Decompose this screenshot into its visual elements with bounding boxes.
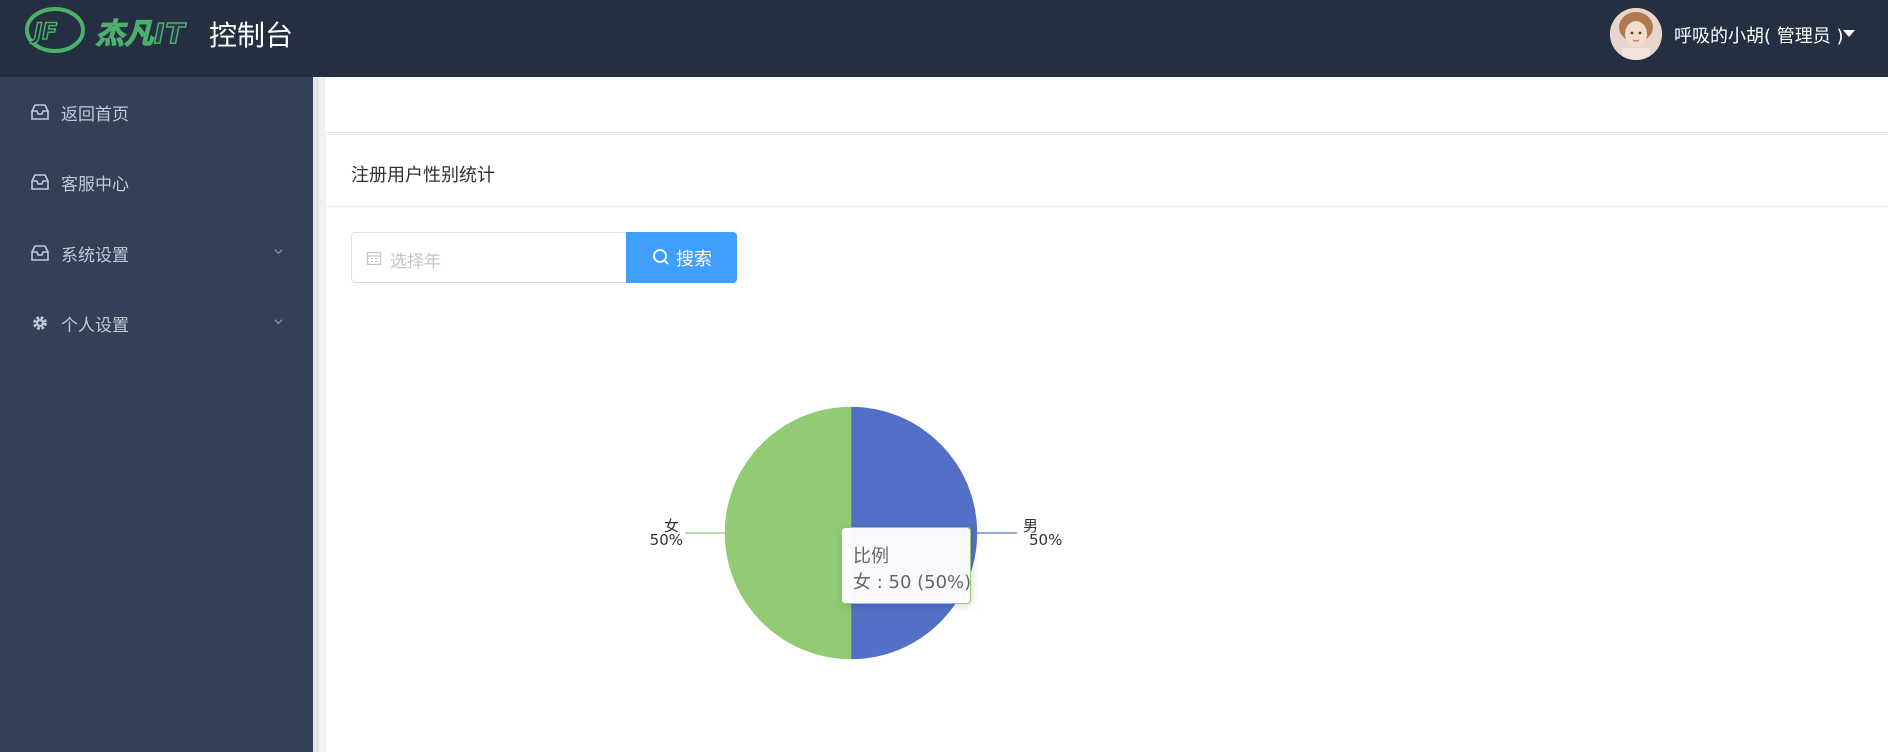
calendar-icon — [366, 251, 382, 266]
chart-tooltip: 比例 女 : 50 (50%) — [841, 527, 971, 604]
inbox-icon — [31, 174, 49, 190]
sidebar: 返回首页 客服中心 系统设置 个人设置 — [0, 77, 313, 752]
inbox-icon — [31, 245, 49, 261]
stats-card: 注册用户性别统计 — [325, 134, 1888, 752]
inbox-icon — [31, 104, 49, 120]
app-title: 控制台 — [209, 19, 294, 52]
year-picker-placeholder: 选择年 — [390, 252, 441, 272]
year-picker-input[interactable]: 选择年 — [351, 232, 627, 283]
caret-down-icon[interactable] — [1843, 30, 1855, 37]
sidebar-item-label: 个人设置 — [61, 316, 129, 336]
search-icon — [653, 249, 669, 265]
sidebar-item-system-settings[interactable]: 系统设置 — [0, 218, 313, 288]
brand-logo-icon: JF — [25, 7, 85, 53]
tags-bar — [325, 77, 1888, 133]
chevron-down-icon — [274, 319, 283, 325]
card-header: 注册用户性别统计 — [326, 135, 1888, 207]
sidebar-item-service[interactable]: 客服中心 — [0, 147, 313, 217]
sidebar-item-home[interactable]: 返回首页 — [0, 77, 313, 147]
sidebar-scroll-gutter — [313, 77, 325, 752]
svg-text:JF: JF — [30, 20, 57, 45]
user-menu-trigger[interactable]: 呼吸的小胡( 管理员 ) — [1674, 26, 1844, 47]
chevron-down-icon — [274, 249, 283, 255]
gear-icon — [33, 316, 47, 330]
sidebar-item-label: 客服中心 — [61, 175, 129, 195]
avatar-image-icon — [1610, 8, 1662, 60]
card-title: 注册用户性别统计 — [351, 165, 495, 186]
sidebar-item-label: 系统设置 — [61, 246, 129, 266]
user-avatar[interactable] — [1610, 8, 1662, 60]
sidebar-item-label: 返回首页 — [61, 105, 129, 125]
tooltip-title: 比例 — [853, 546, 889, 567]
top-header: JF 杰凡IT 控制台 呼吸的小胡( 管理员 ) — [0, 0, 1888, 77]
sidebar-item-personal-settings[interactable]: 个人设置 — [0, 288, 313, 358]
brand-name: 杰凡IT — [95, 16, 186, 51]
search-button[interactable]: 搜索 — [626, 232, 737, 283]
tooltip-value: 女 : 50 (50%) — [853, 572, 972, 593]
search-button-label: 搜索 — [676, 249, 712, 270]
